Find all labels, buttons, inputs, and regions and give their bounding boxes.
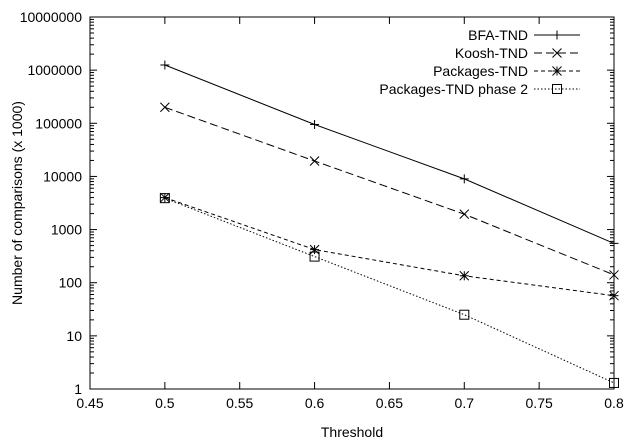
data-point-series-3: [459, 270, 470, 281]
data-point-series-1: [310, 119, 320, 129]
data-point-series-1: [609, 238, 619, 248]
x-tick-label: 0.5: [155, 395, 175, 411]
data-point-series-3: [609, 290, 619, 301]
x-tick-label: 0.8: [604, 395, 624, 411]
data-point-series-2: [309, 156, 320, 166]
x-tick-label: 0.75: [526, 395, 553, 411]
data-point-series-1: [459, 174, 469, 184]
legend-label: Packages-TND phase 2: [379, 81, 528, 97]
legend-marker: [552, 84, 562, 94]
legend-label: Koosh-TND: [455, 45, 528, 61]
y-tick-label: 1000: [51, 222, 82, 238]
x-tick-label: 0.7: [455, 395, 475, 411]
x-tick-label: 0.45: [76, 395, 103, 411]
x-axis-title: Threshold: [321, 424, 383, 440]
y-axis: 1 10 100 1000 10000 100000 1000000 10000000: [20, 9, 614, 397]
series-line-3: [164, 197, 615, 297]
data-point-series-4: [159, 193, 170, 204]
y-tick-label: 1000000: [27, 62, 82, 78]
x-axis: 0.45 0.5 0.55 0.6 0.65 0.7 0.75 0.8: [76, 17, 624, 411]
legend-label: Packages-TND: [433, 63, 528, 79]
data-point-series-3: [160, 192, 170, 203]
x-tick-label: 0.55: [226, 395, 253, 411]
y-axis-title: Number of comparisons (x 1000): [9, 101, 25, 305]
legend-marker: [552, 48, 562, 58]
series-markers: [159, 60, 619, 388]
y-tick-label: 10: [66, 328, 82, 344]
data-point-series-2: [609, 270, 619, 280]
series-line-2: [164, 106, 615, 276]
x-tick-label: 0.6: [305, 395, 325, 411]
data-point-series-4: [459, 309, 470, 320]
plot-frame: [89, 16, 615, 390]
legend-marker: [552, 66, 562, 76]
legend: BFA-TND Koosh-TND Packages-TND Packages-TND…: [379, 27, 580, 97]
data-point-series-2: [160, 102, 170, 113]
data-point-series-3: [309, 244, 320, 255]
y-tick-label: 10000: [43, 168, 82, 184]
y-tick-label: 100000: [35, 115, 82, 131]
x-tick-label: 0.65: [376, 395, 403, 411]
y-tick-label: 100: [59, 275, 83, 291]
y-tick-label: 1: [74, 381, 82, 397]
legend-marker: [552, 30, 562, 40]
series-line-1: [164, 64, 615, 244]
data-point-series-1: [160, 60, 170, 70]
series-line-4: [164, 197, 615, 384]
data-point-series-4: [609, 377, 619, 388]
legend-label: BFA-TND: [468, 27, 528, 43]
series-lines: [164, 64, 615, 384]
data-point-series-4: [309, 251, 320, 262]
data-point-series-2: [459, 209, 470, 220]
y-tick-label: 10000000: [20, 9, 83, 25]
